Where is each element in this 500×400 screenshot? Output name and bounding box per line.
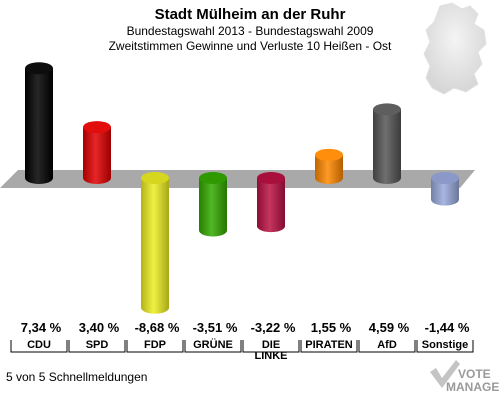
value-label: 7,34 % [21,320,62,335]
germany-map-icon [423,2,487,95]
bar-cap [83,121,111,134]
value-label: 1,55 % [311,320,352,335]
bar-cdu [25,62,53,184]
category-bracket [184,340,242,353]
bar-cap [373,103,401,116]
category-bracket [358,340,416,353]
category-label: AfD [377,339,397,351]
bar-cap [257,172,285,184]
category-label: DIE LINKE [255,339,288,362]
category-brackets [10,340,474,353]
logo-line-1: VOTE [458,367,491,381]
category-bracket [10,340,68,353]
value-label: -3,22 % [251,320,296,335]
value-label: -8,68 % [135,320,180,335]
category-label: GRÜNE [193,338,233,351]
bar-body [199,178,227,237]
category-bracket [242,340,300,353]
bar-body [373,109,401,184]
bar-body [315,154,343,184]
bar-die-linke [257,172,285,233]
bar-cap [315,148,343,161]
bar-cap [431,172,459,184]
category-label: FDP [144,339,166,351]
bar-spd [83,121,111,184]
category-bracket [126,340,184,353]
bar-grüne [199,172,227,237]
bars [25,62,459,314]
bar-body [25,68,53,184]
category-label: Sonstige [422,339,468,351]
category-bracket [68,340,126,353]
bar-cap [199,172,227,184]
value-label: -1,44 % [425,320,470,335]
bar-cap [25,62,53,75]
bar-fdp [141,172,169,314]
bar-afd [373,103,401,184]
chart-subtitle-2: Zweitstimmen Gewinne und Verluste 10 Hei… [109,39,392,53]
logo-line-2: MANAGER [446,380,500,394]
category-bracket [416,340,474,353]
chart-title: Stadt Mülheim an der Ruhr [155,6,346,23]
labels: 7,34 % CDU 3,40 % SPD -8,68 % FDP -3,51 % GRÜNE… [21,320,470,362]
category-label: PIRATEN [305,339,353,351]
bar-body [257,178,285,233]
bar-body [83,127,111,184]
bar-body [431,178,459,206]
vote-manager-logo: VOTE MANAGER [430,360,500,394]
bar-cap [141,172,169,184]
category-label: SPD [86,339,109,351]
bar-piraten [315,148,343,184]
footer-text: 5 von 5 Schnellmeldungen [6,370,147,384]
check-mark-icon [430,360,460,388]
value-label: 4,59 % [369,320,410,335]
chart-subtitle-1: Bundestagswahl 2013 - Bundestagswahl 200… [127,24,374,38]
baseline-floor [0,170,475,188]
category-bracket [300,340,358,353]
value-label: 3,40 % [79,320,120,335]
category-label: CDU [27,339,51,351]
bar-sonstige [431,172,459,206]
value-label: -3,51 % [193,320,238,335]
bar-body [141,178,169,314]
